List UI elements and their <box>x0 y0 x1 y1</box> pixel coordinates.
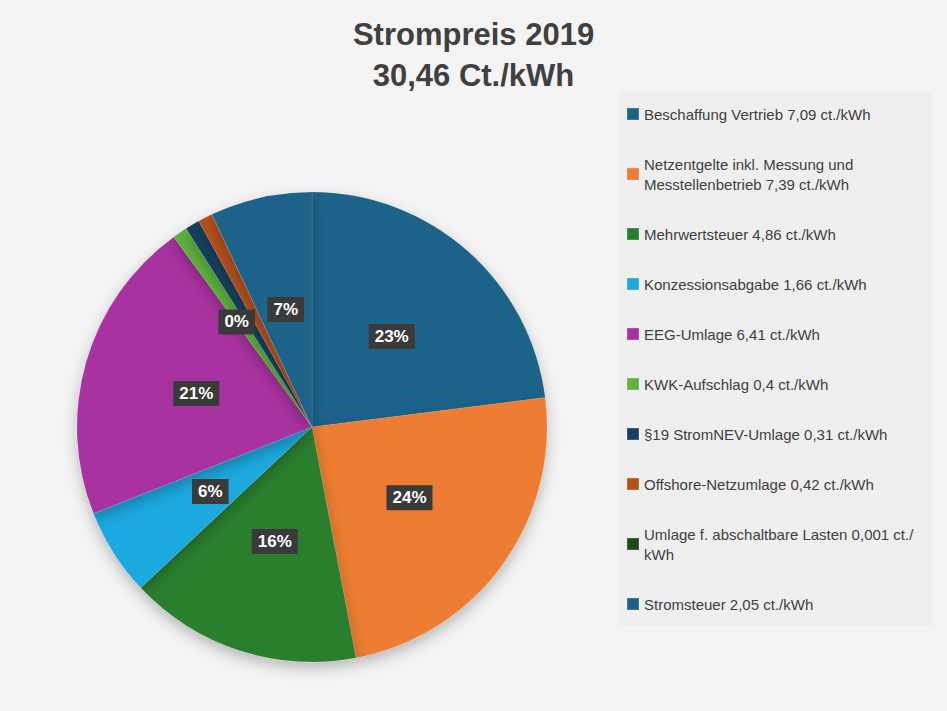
svg-text:16%: 16% <box>258 532 292 551</box>
svg-text:Stromsteuer 2,05 ct./kWh: Stromsteuer 2,05 ct./kWh <box>644 596 813 613</box>
svg-text:30,46 Ct./kWh: 30,46 Ct./kWh <box>373 58 575 93</box>
svg-text:kWh: kWh <box>644 546 674 563</box>
svg-text:7%: 7% <box>273 300 298 319</box>
svg-text:6%: 6% <box>198 482 223 501</box>
svg-text:Offshore-Netzumlage 0,42 ct./k: Offshore-Netzumlage 0,42 ct./kWh <box>644 476 874 493</box>
svg-text:KWK-Aufschlag 0,4 ct./kWh: KWK-Aufschlag 0,4 ct./kWh <box>644 376 828 393</box>
svg-text:§19 StromNEV-Umlage 0,31 ct./k: §19 StromNEV-Umlage 0,31 ct./kWh <box>644 426 887 443</box>
svg-text:24%: 24% <box>392 488 426 507</box>
svg-text:EEG-Umlage 6,41 ct./kWh: EEG-Umlage 6,41 ct./kWh <box>644 326 820 343</box>
svg-text:Konzessionsabgabe 1,66 ct./kWh: Konzessionsabgabe 1,66 ct./kWh <box>644 276 867 293</box>
svg-text:23%: 23% <box>375 327 409 346</box>
svg-text:Beschaffung Vertrieb 7,09 ct./: Beschaffung Vertrieb 7,09 ct./kWh <box>644 106 871 123</box>
svg-text:Messtellenbetrieb 7,39 ct./kWh: Messtellenbetrieb 7,39 ct./kWh <box>644 176 849 193</box>
svg-text:Mehrwertsteuer 4,86 ct./kWh: Mehrwertsteuer 4,86 ct./kWh <box>644 226 836 243</box>
svg-text:Strompreis 2019: Strompreis 2019 <box>353 17 594 52</box>
svg-text:Umlage f. abschaltbare Lasten: Umlage f. abschaltbare Lasten 0,001 ct./ <box>644 526 914 543</box>
svg-text:21%: 21% <box>179 384 213 403</box>
svg-text:0%: 0% <box>224 312 249 331</box>
svg-text:Netzentgelte inkl. Messung und: Netzentgelte inkl. Messung und <box>644 156 857 173</box>
